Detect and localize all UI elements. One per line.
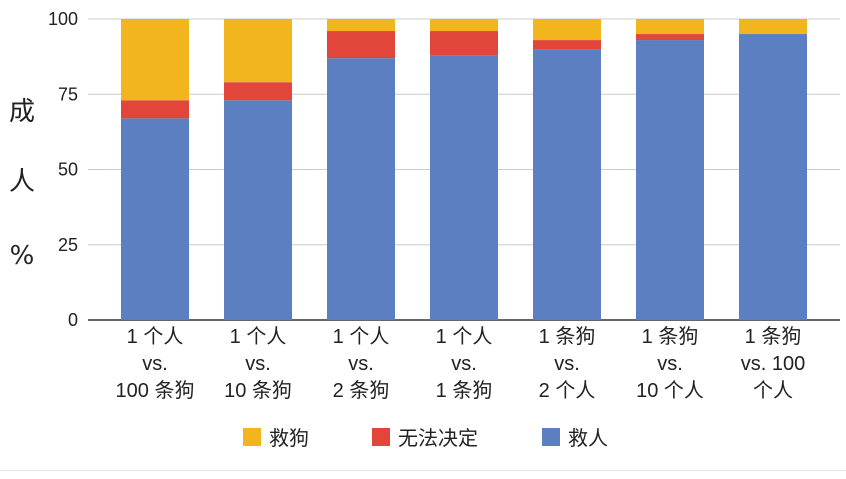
bar-segment-save-person <box>430 55 498 321</box>
bottom-divider <box>0 470 846 471</box>
x-category-label: 10 条狗 <box>224 379 292 402</box>
legend-label: 救人 <box>568 426 608 450</box>
bar-segment-save-dog <box>121 19 189 101</box>
bar-segment-undecided <box>430 31 498 56</box>
x-category-label: 2 个人 <box>539 379 596 402</box>
bar-segment-save-person <box>121 118 189 320</box>
y-axis-label-char: 人 <box>9 167 35 197</box>
x-category-label: vs. <box>451 353 477 375</box>
x-category-label: vs. <box>657 353 683 375</box>
y-axis-label: 成人% <box>9 97 35 271</box>
bar-segment-save-person <box>739 34 807 321</box>
x-category-label: vs. <box>142 353 168 375</box>
x-category-label: vs. <box>554 353 580 375</box>
bar-segment-save-dog <box>430 19 498 32</box>
x-category-label: 100 条狗 <box>116 379 195 402</box>
y-tick-label: 25 <box>58 235 78 255</box>
y-tick-label: 50 <box>58 160 78 180</box>
bar-segment-save-person <box>636 40 704 320</box>
x-category-label: 1 个人 <box>333 325 390 348</box>
legend-swatch <box>243 428 261 446</box>
bar-segment-undecided <box>636 34 704 41</box>
x-category-label: 1 条狗 <box>436 379 493 402</box>
x-category-label: 2 条狗 <box>333 379 390 402</box>
bar-segment-undecided <box>224 82 292 101</box>
legend-label: 救狗 <box>269 426 309 450</box>
bar-segment-undecided <box>327 31 395 59</box>
y-axis-ticks: 0 25 50 75 100 <box>48 9 78 330</box>
x-category-label: 1 个人 <box>127 325 184 348</box>
x-category-label: vs. <box>245 353 271 375</box>
bar-segment-save-person <box>224 100 292 321</box>
x-category-label: 1 条狗 <box>745 325 802 348</box>
x-category-label: 1 条狗 <box>642 325 699 348</box>
bar-segment-save-dog <box>327 19 395 32</box>
bar-segment-save-person <box>327 58 395 320</box>
x-category-label: 1 个人 <box>436 325 493 348</box>
legend-label: 无法决定 <box>398 426 478 450</box>
bar-segment-save-dog <box>533 19 601 41</box>
x-category-label: vs. <box>348 353 374 375</box>
y-tick-label: 0 <box>68 310 78 330</box>
x-category-label: vs. 100 <box>741 353 805 375</box>
y-tick-label: 75 <box>58 84 78 104</box>
bar-segment-save-dog <box>739 19 807 35</box>
bar-segment-save-dog <box>636 19 704 35</box>
x-axis-categories: 1 个人 vs. 100 条狗 1 个人 vs. 10 条狗 1 个人 vs. 2 条狗 1 个人… <box>116 325 806 402</box>
x-category-label: 1 个人 <box>230 325 287 348</box>
y-axis-label-char: % <box>10 241 35 271</box>
bar-segment-undecided <box>121 100 189 119</box>
x-category-label: 10 个人 <box>636 379 704 402</box>
legend-swatch <box>372 428 390 446</box>
y-axis-label-char: 成 <box>9 97 35 127</box>
legend-swatch <box>542 428 560 446</box>
bar-segment-undecided <box>533 40 601 50</box>
bar-segment-save-person <box>533 49 601 320</box>
legend: 救狗 无法决定 救人 <box>243 426 608 450</box>
x-category-label: 1 条狗 <box>539 325 596 348</box>
bar-segment-save-dog <box>224 19 292 83</box>
x-category-label: 个人 <box>753 379 793 402</box>
bars <box>121 19 807 321</box>
y-tick-label: 100 <box>48 9 78 29</box>
